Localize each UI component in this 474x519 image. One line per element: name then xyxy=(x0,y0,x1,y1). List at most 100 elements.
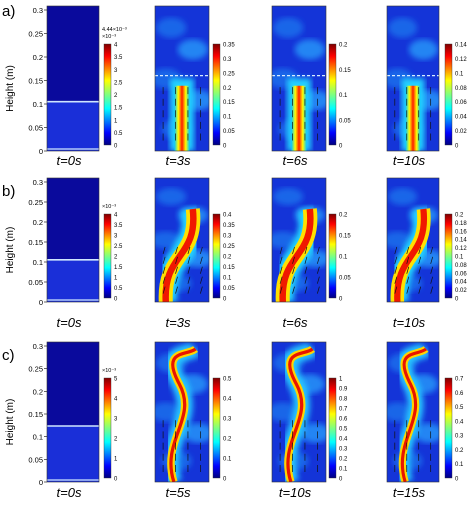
y-tick-label: 0 xyxy=(39,298,43,307)
velocity-arrow xyxy=(394,266,398,274)
time-label: t=0s xyxy=(57,485,82,500)
y-tick-label: 0.1 xyxy=(33,100,43,109)
velocity-arrow xyxy=(418,266,422,274)
colorbar-tick-label: 0.05 xyxy=(339,118,351,124)
colorbar-tick-label: 0.25 xyxy=(223,71,235,77)
velocity-arrow xyxy=(304,246,308,255)
velocity-arrow xyxy=(406,246,410,255)
panel-frame xyxy=(154,5,210,152)
colorbar-tick-label: 0.3 xyxy=(223,57,232,63)
colorbar-tick-label: 0.1 xyxy=(223,457,232,463)
colorbar-tick-label: 0.2 xyxy=(223,86,232,92)
velocity-arrow xyxy=(279,246,283,255)
colorbar-tick-label: 0.6 xyxy=(455,391,464,397)
time-label: t=10s xyxy=(279,485,312,500)
panel-t-3s: 0.35 0.3 0.25 0.2 0.15 0.1 0.05 0 t=3s xyxy=(154,5,235,168)
swirl-region xyxy=(387,402,412,422)
velocity-arrow xyxy=(292,256,295,264)
time-label: t=5s xyxy=(166,485,191,500)
colorbar-tick-label: 3.5 xyxy=(114,223,123,229)
contour-field xyxy=(272,178,326,302)
panel-frame xyxy=(386,177,440,303)
colorbar-tick-label: 5 xyxy=(114,377,118,383)
velocity-arrow xyxy=(430,286,434,294)
y-tick-label: 0.3 xyxy=(33,178,43,187)
velocity-arrow xyxy=(200,246,203,255)
colorbar-tick-label: 0.5 xyxy=(114,286,123,292)
velocity-arrow xyxy=(279,256,283,264)
y-tick-label: 0.2 xyxy=(33,218,43,227)
contour-field xyxy=(387,342,439,482)
colorbar-tick-label: 0 xyxy=(223,144,227,150)
row-c: c) Height (m) 0.3 0.25 0.2 0.15 0.1 0.05 0 5 4 3 2 1 0… xyxy=(2,341,464,500)
velocity-arrow xyxy=(175,256,178,264)
colorbar xyxy=(212,377,221,479)
colorbar xyxy=(103,213,112,299)
colorbar-tick-label: 0.1 xyxy=(339,93,348,99)
velocity-arrow xyxy=(406,256,410,264)
colorbar-tick-label: 0.15 xyxy=(339,234,351,240)
colorbar-tick-label: 0.2 xyxy=(455,448,464,454)
colorbar-tick-label: 0.15 xyxy=(223,100,235,106)
colorbar-tick-label: 4 xyxy=(114,397,118,403)
colorbar-tick-label: 0.2 xyxy=(339,43,348,49)
jet-core xyxy=(286,347,314,482)
velocity-arrow xyxy=(304,256,308,264)
panel-t-10s: 1 0.9 0.8 0.7 0.6 0.5 0.4 0.3 0.2 0.1 0 t=10s xyxy=(271,341,348,500)
colorbar xyxy=(328,377,337,479)
colorbar-tick-label: 0.08 xyxy=(455,86,467,92)
colorbar-tick-label: 0.1 xyxy=(455,255,464,261)
colorbar-tick-label: 0.25 xyxy=(223,244,235,250)
velocity-arrow xyxy=(304,286,308,294)
colorbar xyxy=(103,377,112,479)
panel-frame xyxy=(271,341,327,483)
colorbar-tick-label: 0.5 xyxy=(114,131,123,137)
colorbar xyxy=(444,213,453,299)
velocity-arrow xyxy=(187,286,191,294)
y-tick-label: 0.25 xyxy=(28,30,43,39)
panel-frame xyxy=(46,177,100,303)
colorbar-tick-label: 0.18 xyxy=(455,221,467,227)
velocity-arrow xyxy=(418,276,422,284)
colorbar-tick-label: 1.5 xyxy=(114,265,123,271)
colorbar-tick-label: 0.05 xyxy=(223,286,235,292)
y-tick-label: 0.25 xyxy=(28,365,43,374)
colorbar-tick-label: 0.3 xyxy=(223,234,232,240)
y-tick-label: 0.05 xyxy=(28,278,43,287)
swirl-region xyxy=(414,423,439,443)
plume-core xyxy=(162,208,197,302)
colorbar-tick-label: 2.5 xyxy=(114,244,123,250)
y-tick-label: 0 xyxy=(39,147,43,156)
swirl-region xyxy=(183,423,209,443)
colorbar-tick-label: 0 xyxy=(114,297,118,303)
swirl-region xyxy=(156,187,187,206)
velocity-arrow xyxy=(292,286,295,294)
colorbar-tick-label: 0.5 xyxy=(455,405,464,411)
colorbar-tick-label: 0.05 xyxy=(223,129,235,135)
colorbar xyxy=(328,213,337,299)
colorbar-multiplier: ×10⁻³ xyxy=(102,204,116,210)
colorbar-tick-label: 1 xyxy=(114,457,118,463)
row-a: a) Height (m) 0.3 0.25 0.2 0.15 0.1 0.05 0 4 3.5 3 2… xyxy=(2,3,467,168)
time-label: t=3s xyxy=(166,153,191,168)
velocity-arrow xyxy=(418,256,422,264)
panel-t-0s: 4 3.5 3 2.5 2 1.5 1 0.5 0 ×10⁻³ t=0s xyxy=(46,177,123,330)
colorbar xyxy=(328,43,337,146)
colorbar-multiplier: ×10⁻³ xyxy=(102,34,116,40)
y-tick-label: 0.3 xyxy=(33,6,43,15)
velocity-arrow xyxy=(317,246,320,255)
y-tick-label: 0.1 xyxy=(33,258,43,267)
y-axis-label: Height (m) xyxy=(5,399,16,446)
colorbar-tick-label: 0.8 xyxy=(339,397,348,403)
colorbar-tick-label: 0 xyxy=(223,297,227,303)
colorbar-tick-label: 3.5 xyxy=(114,55,123,61)
colorbar-tick-label: 0.2 xyxy=(339,213,348,219)
panel-t-6s: 0.2 0.15 0.1 0.05 0 t=6s xyxy=(271,5,351,168)
colorbar-tick-label: 0.05 xyxy=(339,276,351,282)
colorbar-tick-label: 0.4 xyxy=(339,437,348,443)
velocity-arrow xyxy=(394,286,398,294)
jet-core xyxy=(405,85,421,151)
contour-field xyxy=(47,6,99,151)
velocity-arrow xyxy=(292,276,295,284)
panel-t-5s: 0.5 0.4 0.3 0.2 0.1 0 t=5s xyxy=(154,341,232,500)
